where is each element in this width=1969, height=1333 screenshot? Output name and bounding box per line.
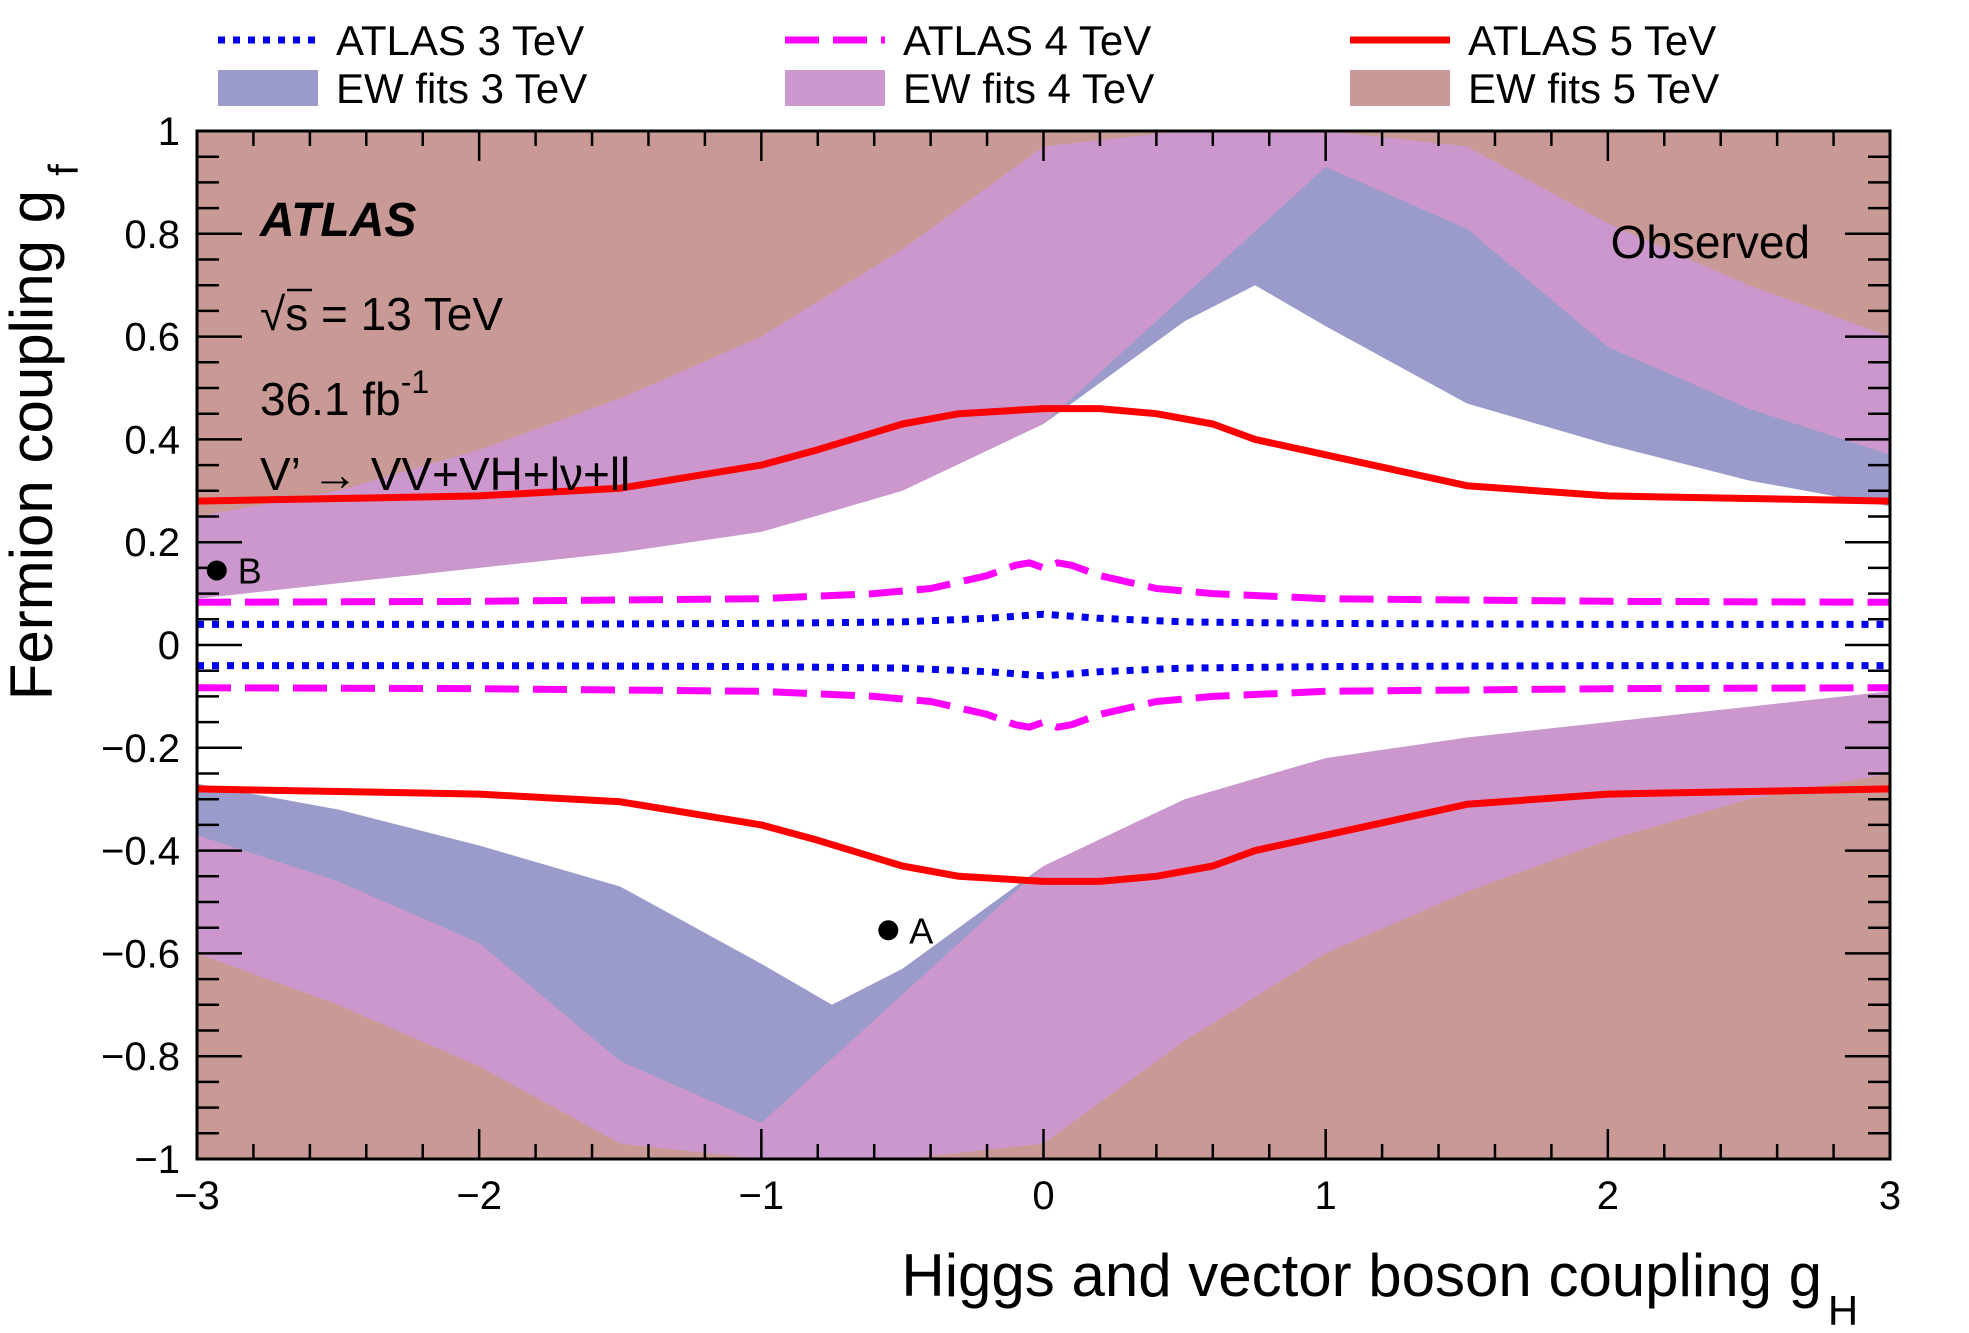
band-allowed-region-3	[197, 285, 1890, 1005]
y-axis-title-subscript: f	[40, 164, 87, 176]
legend-ew-fits-3-tev-label: EW fits 3 TeV	[336, 65, 587, 112]
point-b	[206, 560, 227, 581]
curve-atlas-3-tev-lower	[197, 662, 1890, 680]
legend-ew-fits-4-tev-swatch	[785, 70, 885, 106]
y-axis-title: Fermion coupling g	[0, 190, 65, 700]
x-tick-label: 2	[1597, 1174, 1619, 1218]
x-tick-label: −2	[456, 1174, 502, 1218]
y-tick-label: 0.4	[124, 418, 180, 462]
y-tick-label: 0.8	[124, 213, 180, 257]
x-tick-label: 1	[1315, 1174, 1337, 1218]
point-label-b: B	[238, 550, 262, 591]
x-tick-label: −3	[174, 1174, 220, 1218]
luminosity-label: 36.1 fb-1	[260, 364, 429, 425]
y-tick-label: −0.6	[101, 932, 180, 976]
curve-atlas-3-tev-upper	[197, 610, 1890, 628]
energy-text: s = 13 TeV	[285, 288, 503, 340]
y-tick-label: 1	[158, 110, 180, 154]
curve-atlas-5-tev-upper	[197, 405, 1890, 505]
atlas-limit-curves	[197, 405, 1890, 885]
x-axis-title: Higgs and vector boson coupling g	[901, 1242, 1822, 1309]
curve-atlas-5-tev-lower	[197, 785, 1890, 885]
point-label-a: A	[909, 910, 933, 951]
x-axis-title-subscript: H	[1828, 1287, 1858, 1333]
y-tick-label: 0	[158, 624, 180, 668]
curve-atlas-4-tev-lower	[197, 684, 1890, 731]
legend-ew-fits-5-tev-label: EW fits 5 TeV	[1468, 65, 1719, 112]
y-tick-label: −1	[134, 1138, 180, 1182]
benchmark-points: AB	[206, 550, 933, 951]
legend-atlas-5-tev-label: ATLAS 5 TeV	[1468, 17, 1716, 64]
y-tick-label: −0.8	[101, 1035, 180, 1079]
curve-atlas-4-tev-upper	[197, 559, 1890, 606]
energy-label: √s = 13 TeV	[260, 288, 503, 340]
point-a	[878, 920, 899, 941]
y-tick-label: 0.6	[124, 316, 180, 360]
x-tick-label: 3	[1879, 1174, 1901, 1218]
legend-atlas-3-tev-label: ATLAS 3 TeV	[336, 17, 584, 64]
legend-ew-fits-5-tev-swatch	[1350, 70, 1450, 106]
sqrt-symbol: √	[260, 288, 286, 340]
y-tick-label: −0.2	[101, 727, 180, 771]
ew-fit-bands	[197, 131, 1890, 1159]
luminosity-value: 36.1 fb	[260, 373, 401, 425]
legend-ew-fits-3-tev-swatch	[218, 70, 318, 106]
axis-ticks: −3 −2 −1 0 1 2 3 −1 −0.8 −0.6 −0.4 −0.2 0 0.2 0.4 0.6 0.…	[101, 110, 1901, 1218]
legend-atlas-4-tev-label: ATLAS 4 TeV	[903, 17, 1151, 64]
luminosity-exponent: -1	[401, 364, 429, 400]
process-label: V’ → VV+VH+lν+ll	[260, 448, 630, 500]
y-tick-label: −0.4	[101, 830, 180, 874]
y-tick-label: 0.2	[124, 521, 180, 565]
legend-ew-fits-4-tev-label: EW fits 4 TeV	[903, 65, 1154, 112]
atlas-label: ATLAS	[259, 194, 416, 247]
x-tick-label: 0	[1032, 1174, 1054, 1218]
x-tick-label: −1	[739, 1174, 785, 1218]
observed-label: Observed	[1611, 216, 1810, 268]
